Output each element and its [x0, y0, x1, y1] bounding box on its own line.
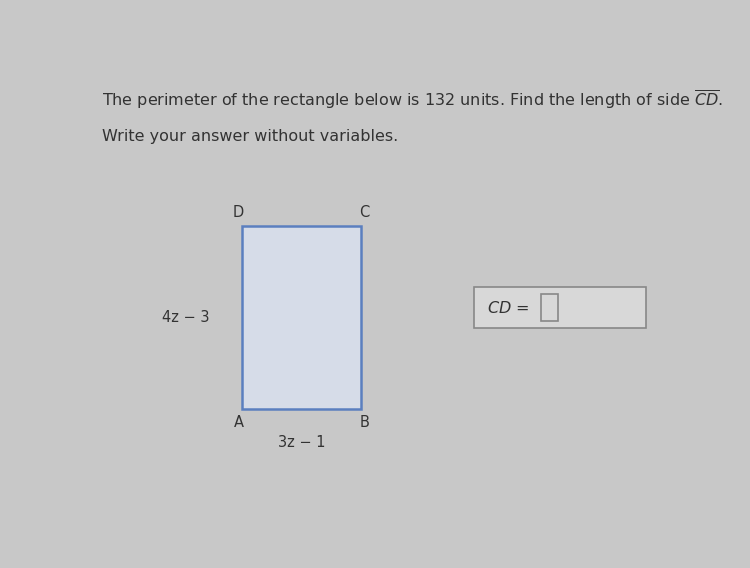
Text: 4z − 3: 4z − 3: [163, 310, 210, 325]
Text: A: A: [233, 415, 244, 429]
Text: D: D: [232, 206, 244, 220]
Text: B: B: [360, 415, 370, 429]
Text: The perimeter of the rectangle below is 132 units. Find the length of side $\ove: The perimeter of the rectangle below is …: [103, 88, 724, 111]
Text: $\it{CD}$ =: $\it{CD}$ =: [488, 299, 530, 316]
Text: Write your answer without variables.: Write your answer without variables.: [103, 130, 399, 144]
Bar: [242, 225, 362, 410]
Bar: [542, 294, 557, 321]
Bar: [475, 287, 646, 328]
Text: 3z − 1: 3z − 1: [278, 435, 326, 450]
Text: C: C: [359, 206, 370, 220]
